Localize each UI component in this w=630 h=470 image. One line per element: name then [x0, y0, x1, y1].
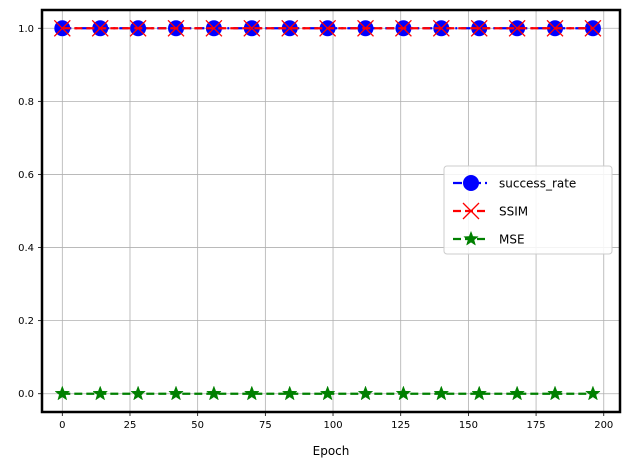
series-MSE [54, 385, 601, 401]
data-point [547, 385, 563, 401]
data-point [546, 19, 564, 37]
x-tick-label: 200 [594, 420, 613, 431]
data-point [243, 19, 261, 37]
legend-item: MSE [453, 230, 525, 247]
data-point [395, 385, 412, 401]
legend-label: MSE [499, 233, 525, 247]
legend-label: success_rate [499, 177, 576, 191]
data-point [91, 19, 109, 37]
data-point [584, 19, 602, 37]
data-point [433, 385, 450, 401]
x-tick-label: 25 [124, 420, 137, 431]
data-point [471, 385, 488, 401]
series-SSIM [53, 19, 602, 37]
y-tick-label: 0.8 [18, 97, 34, 108]
data-point [319, 385, 336, 401]
data-point [357, 385, 374, 401]
y-tick-label: 1.0 [18, 24, 34, 35]
data-point [509, 385, 525, 401]
data-point [281, 385, 298, 401]
data-point [92, 385, 109, 401]
y-tick-label: 0.4 [18, 243, 34, 254]
legend-box [443, 165, 613, 255]
data-point [130, 385, 146, 401]
x-tick-label: 125 [391, 420, 410, 431]
legend-item: success_rate [453, 175, 576, 191]
x-tick-label: 150 [459, 420, 478, 431]
data-point [167, 19, 185, 37]
data-point [54, 385, 71, 401]
x-tick-label: 0 [59, 420, 65, 431]
x-axis-label: Epoch [313, 444, 350, 458]
data-point [463, 230, 479, 246]
y-tick-label: 0.0 [18, 389, 34, 400]
x-tick-label: 175 [527, 420, 546, 431]
data-point [205, 19, 223, 37]
data-point [129, 19, 147, 37]
axes: 0 25 50 75 100 125 150 175 200 0.0 0.2 0.4 0.6 0.8 1.0 [18, 24, 613, 431]
data-point [206, 385, 222, 401]
series-layer [53, 19, 602, 401]
data-point [432, 19, 450, 37]
plot-frame [40, 8, 622, 414]
data-point [319, 19, 337, 37]
data-point [357, 19, 374, 37]
data-point [508, 19, 526, 37]
x-tick-label: 75 [259, 420, 272, 431]
legend-label: SSIM [499, 205, 528, 219]
x-tick-label: 50 [191, 420, 204, 431]
data-point [394, 19, 412, 37]
data-point [463, 175, 479, 191]
data-point [53, 19, 71, 37]
y-tick-label: 0.6 [18, 170, 34, 181]
data-point [462, 202, 480, 220]
legend: success_rate SSIM MSE [443, 165, 613, 255]
data-point [281, 19, 299, 37]
legend-item: SSIM [453, 202, 528, 220]
data-point [168, 385, 184, 401]
data-point [470, 19, 488, 37]
data-point [244, 385, 260, 401]
data-point [585, 385, 601, 401]
y-tick-label: 0.2 [18, 316, 34, 327]
x-tick-label: 100 [323, 420, 342, 431]
